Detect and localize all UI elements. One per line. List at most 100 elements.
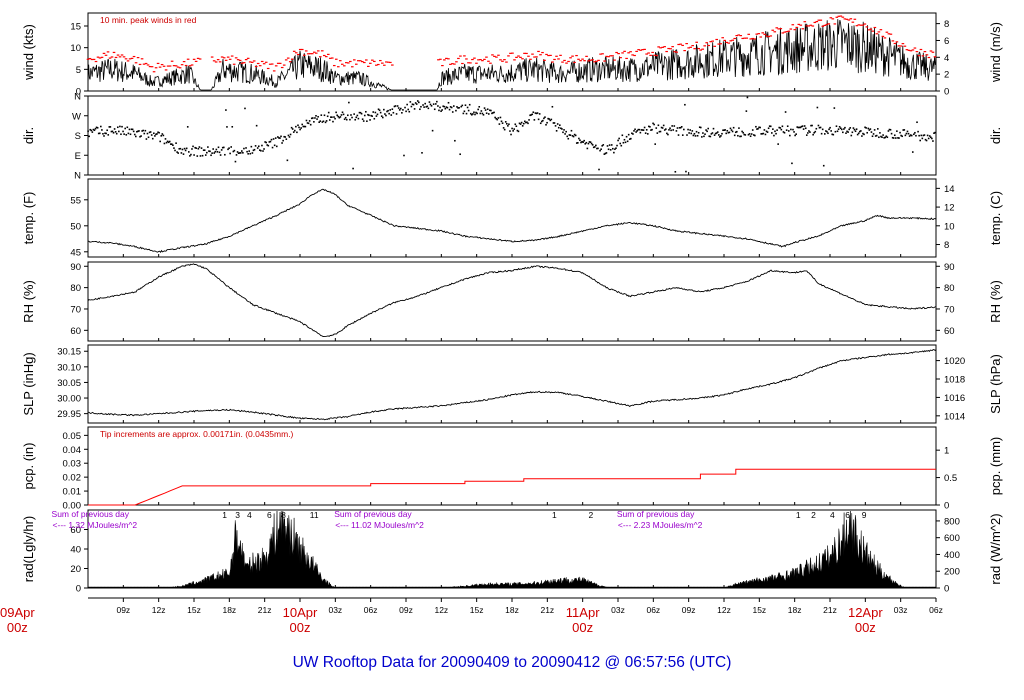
direction-point [590, 142, 593, 145]
direction-point [775, 132, 777, 135]
direction-point [319, 120, 322, 122]
direction-point [226, 126, 228, 128]
direction-point [528, 119, 530, 121]
direction-point [139, 135, 141, 138]
direction-point [254, 145, 257, 147]
date-time-label: 00z [290, 620, 311, 635]
direction-point [375, 115, 378, 117]
direction-point [905, 132, 908, 135]
direction-point [517, 130, 520, 133]
direction-point [843, 128, 845, 130]
direction-point [747, 133, 750, 136]
direction-point [342, 113, 345, 116]
radiation-peak-mark: 2 [811, 510, 816, 520]
direction-point [799, 126, 802, 129]
direction-point [287, 134, 290, 137]
y-tick-label-right: 2 [944, 70, 949, 81]
direction-point [907, 132, 910, 135]
direction-point [405, 110, 407, 113]
y-tick-label-right: 200 [944, 567, 960, 578]
radiation-peak-mark: 8 [281, 510, 286, 520]
direction-point [760, 133, 762, 135]
direction-point [569, 134, 572, 136]
direction-point [115, 132, 118, 135]
direction-point [842, 131, 844, 134]
y-tick-label: 70 [70, 304, 81, 315]
direction-point [549, 119, 552, 122]
direction-point [101, 129, 103, 131]
direction-point [404, 106, 406, 109]
direction-point [781, 125, 784, 128]
direction-point [851, 131, 854, 134]
direction-point [674, 170, 677, 173]
direction-point [464, 104, 467, 107]
direction-point [449, 106, 452, 108]
direction-point [490, 109, 492, 112]
direction-point [111, 130, 114, 133]
direction-point [295, 125, 297, 128]
direction-point [366, 120, 368, 123]
direction-point [268, 141, 271, 143]
direction-point [720, 135, 722, 137]
direction-point [396, 105, 399, 107]
direction-point [846, 130, 848, 133]
direction-point [245, 147, 247, 149]
direction-point [148, 131, 151, 134]
direction-point [705, 129, 707, 131]
direction-point [104, 132, 106, 135]
direction-point [665, 128, 667, 130]
direction-point [249, 152, 252, 155]
time-tick-label: 18z [505, 605, 519, 615]
direction-point [352, 167, 354, 170]
direction-point [612, 147, 614, 150]
direction-point [911, 151, 914, 153]
direction-point [878, 136, 880, 139]
direction-point [597, 147, 599, 150]
direction-point [256, 147, 259, 149]
direction-point [910, 134, 913, 137]
direction-point [408, 110, 411, 113]
direction-point [568, 134, 571, 136]
direction-point [916, 121, 918, 124]
direction-point [638, 128, 641, 131]
panel-slp: 29.95 30.00 30.05 30.10 30.15 1014 1016 1018 102… [21, 344, 1003, 424]
direction-point [767, 127, 770, 130]
direction-point [469, 112, 472, 115]
direction-point [709, 135, 712, 138]
direction-point [571, 135, 574, 137]
direction-point [159, 140, 161, 143]
direction-point [870, 131, 873, 133]
direction-point [820, 132, 823, 135]
direction-point [849, 127, 852, 129]
direction-point [285, 138, 288, 140]
panel-pcp: 0.00 0.01 0.02 0.03 0.04 0.05 0 0.5 1 pcp. (in) pc… [21, 426, 1003, 512]
y-tick-label-right: 0 [944, 501, 949, 512]
direction-point [448, 108, 451, 111]
direction-point [315, 114, 317, 117]
direction-point [733, 134, 736, 137]
direction-point [675, 130, 678, 132]
direction-point [550, 118, 553, 121]
direction-point [136, 130, 138, 133]
y-axis-label: rad(Lgly/hr) [21, 516, 36, 582]
y-tick-label: E [75, 151, 81, 162]
direction-point [440, 110, 442, 113]
direction-point [519, 123, 522, 125]
direction-point [401, 112, 403, 114]
direction-point [160, 135, 163, 137]
direction-point [131, 128, 134, 131]
direction-point [732, 126, 735, 129]
direction-point [506, 122, 508, 125]
direction-point [179, 147, 182, 150]
y-tick-label: 60 [70, 326, 81, 337]
direction-point [786, 125, 789, 128]
direction-point [824, 133, 826, 135]
direction-point [836, 130, 839, 133]
direction-point [177, 152, 179, 154]
direction-point [273, 144, 276, 147]
direction-point [302, 125, 305, 128]
direction-point [520, 121, 523, 124]
direction-point [828, 128, 830, 131]
direction-point [495, 117, 497, 120]
